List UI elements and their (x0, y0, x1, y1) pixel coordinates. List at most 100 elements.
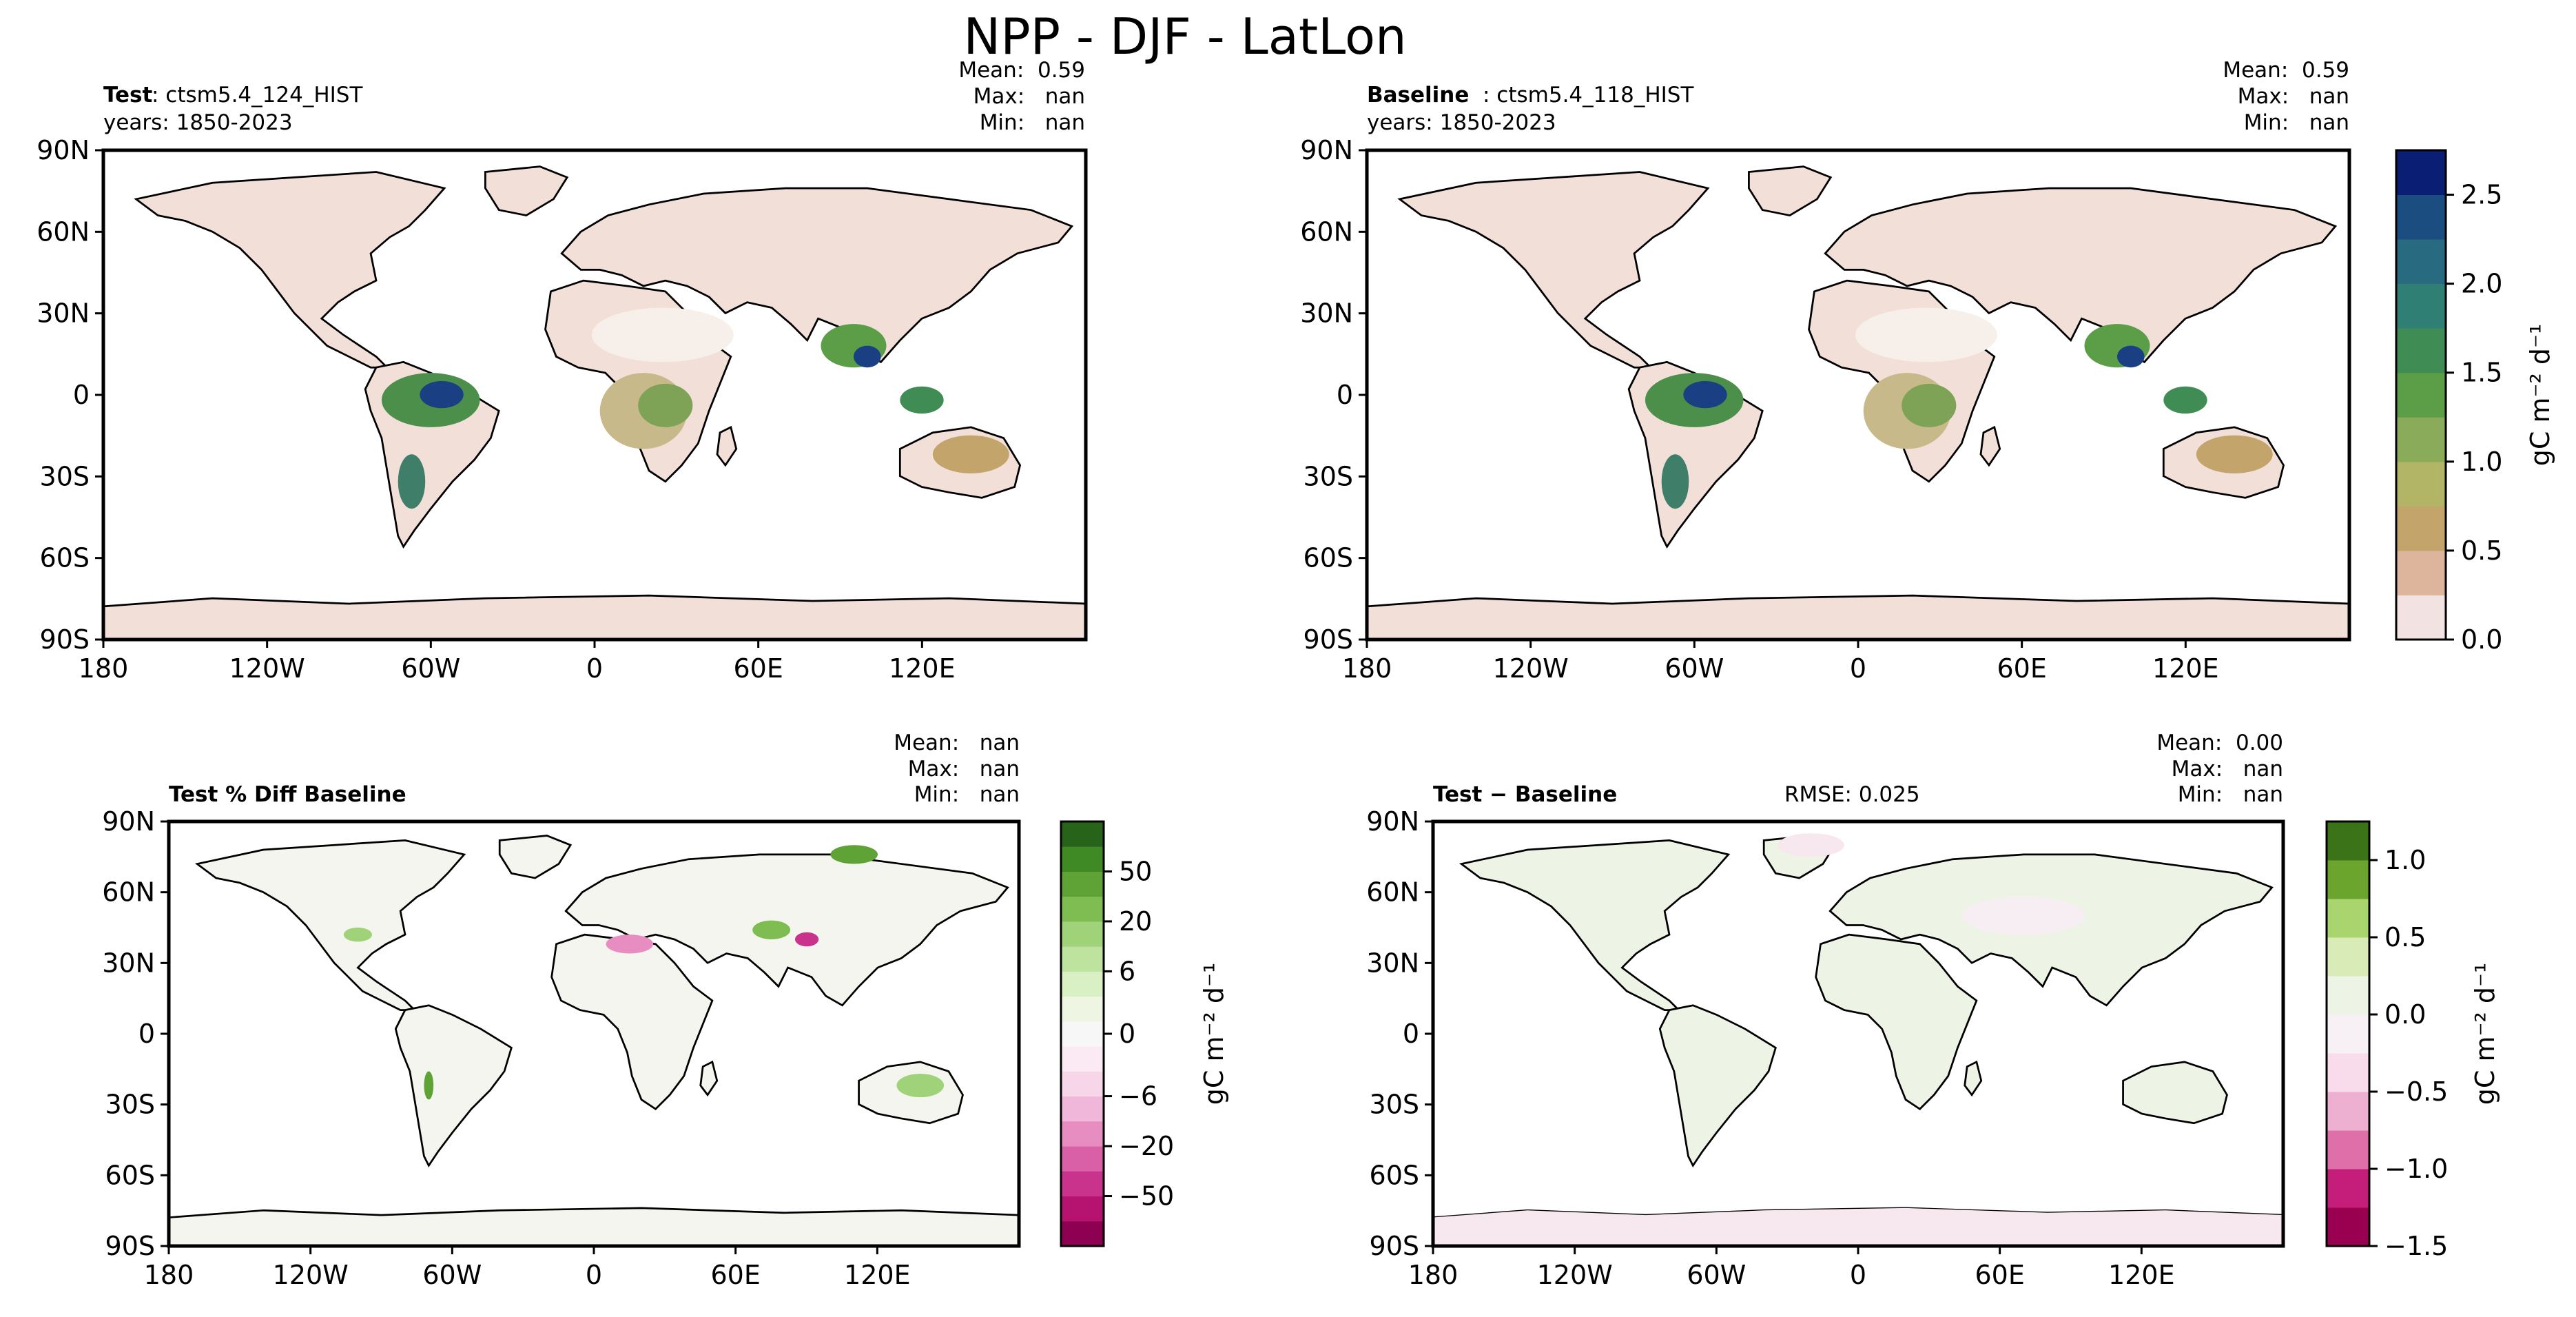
colorbar-tick-label: 6 (1119, 956, 1135, 986)
colorbar-segment (2396, 461, 2446, 507)
colorbar-segment (1061, 1071, 1104, 1097)
colorbar-segment (2396, 417, 2446, 462)
colorbar-diff: 1.0 0.5 0.0 −0.5 −1.0 −1.5 (2325, 820, 2448, 1261)
colorbar-segment (2396, 194, 2446, 240)
colorbar-tick-label: 1.0 (2384, 845, 2426, 875)
colorbar-segment (1061, 896, 1104, 922)
colorbar-segment (2396, 595, 2446, 640)
x-tick-label: 60W (1687, 1260, 1746, 1290)
colorbar-pct-diff: 50 20 6 0 −6 −20 −50 (1060, 820, 1174, 1247)
axes-ticks: 180 120W 60W 0 60E 120E 90N 60N 30N 0 30S 60S 90S 180… (37, 135, 2218, 1290)
colorbar-tick-label: 2.0 (2461, 269, 2502, 299)
colorbar-segment (2327, 1207, 2369, 1247)
y-tick-label: 60S (1304, 543, 1353, 573)
panel-test: Test : ctsm5.4_124_HIST years: 1850-2023… (101, 58, 1088, 642)
y-tick-label: 30S (105, 1090, 155, 1120)
colorbar-segment (2396, 506, 2446, 551)
colorbar-label-sequential: gC m⁻² d⁻¹ (2525, 324, 2555, 467)
x-tick-label: 60W (1665, 653, 1724, 684)
colorbar-tick-label: −0.5 (2384, 1076, 2448, 1107)
colorbar-segment (1061, 1221, 1104, 1247)
colorbar-segment (1061, 971, 1104, 997)
colorbar-tick-label: 1.5 (2461, 358, 2502, 388)
colorbar-segment (1061, 1171, 1104, 1197)
colorbar-segment (2327, 860, 2369, 899)
stat-max: Max: nan (2238, 84, 2349, 109)
colorbar-segment (1061, 1096, 1104, 1122)
x-tick-label: 120E (2152, 653, 2219, 684)
y-tick-label: 30N (37, 298, 90, 329)
colorbar-tick-label: −50 (1119, 1181, 1174, 1212)
colorbar-frame (2395, 149, 2447, 641)
map-area (102, 150, 1087, 641)
colorbar-segment (1061, 821, 1104, 847)
x-tick-label: 120W (229, 653, 305, 684)
colorbar-tick-label: 50 (1119, 856, 1152, 886)
x-tick-label: 180 (1408, 1260, 1459, 1290)
colorbar-segment (2327, 821, 2369, 861)
y-tick-label: 90N (1366, 806, 1419, 837)
panel-label-text: : ctsm5.4_124_HIST (152, 83, 363, 108)
stat-max: Max: nan (973, 84, 1085, 109)
y-tick-label: 90N (102, 806, 155, 837)
y-tick-label: 0 (73, 380, 90, 410)
colorbar-segment (1061, 846, 1104, 872)
y-tick-label: 60S (105, 1160, 155, 1190)
colorbar-segment (1061, 921, 1104, 947)
stat-min: Min: nan (2178, 782, 2283, 807)
stat-max: Max: nan (908, 757, 1020, 782)
colorbar-tick-label: 20 (1119, 906, 1152, 937)
colorbar-tick-label: 0.0 (2461, 624, 2502, 655)
y-tick-label: 60N (37, 216, 90, 247)
y-tick-label: 30N (1300, 298, 1353, 329)
x-tick-label: 120W (1537, 1260, 1613, 1290)
colorbar-tick-label: 2.5 (2461, 180, 2502, 210)
colorbar-segment (1061, 1121, 1104, 1147)
y-tick-label: 90N (37, 135, 90, 165)
stat-max: Max: nan (2172, 757, 2283, 782)
colorbar-tick-label: 0.5 (2384, 922, 2426, 952)
x-tick-label: 60W (422, 1260, 482, 1290)
x-tick-label: 120E (889, 653, 956, 684)
y-tick-label: 30S (1370, 1090, 1419, 1120)
panel-years: years: 1850-2023 (103, 110, 293, 135)
map-area (167, 821, 1021, 1247)
colorbar-segment (2327, 937, 2369, 977)
y-tick-label: 90S (40, 624, 90, 655)
x-tick-label: 60W (401, 653, 460, 684)
y-tick-label: 30S (1304, 461, 1353, 491)
x-tick-label: 60E (733, 653, 783, 684)
panel-diff: Test − Baseline RMSE: 0.025 Mean: 0.00 M… (1431, 731, 2285, 1248)
x-tick-label: 180 (144, 1260, 194, 1290)
colorbar-segment (2396, 150, 2446, 196)
x-tick-label: 120W (1493, 653, 1569, 684)
colorbar-tick-label: 0.0 (2384, 999, 2426, 1030)
x-tick-label: 120E (844, 1260, 911, 1290)
x-tick-label: 0 (586, 653, 603, 684)
rmse-label: RMSE: 0.025 (1784, 782, 1920, 807)
colorbar-segment (2327, 1169, 2369, 1208)
y-tick-label: 60N (1300, 216, 1353, 247)
colorbar-segment (2327, 899, 2369, 938)
x-tick-label: 0 (586, 1260, 602, 1290)
colorbar-segment (2396, 372, 2446, 418)
y-tick-label: 90N (1300, 135, 1353, 165)
colorbar-segment (1061, 1021, 1104, 1047)
colorbar-tick-label: 1.0 (2461, 447, 2502, 477)
y-tick-label: 90S (1304, 624, 1353, 655)
stat-mean: Mean: nan (894, 731, 1020, 755)
y-tick-label: 0 (138, 1019, 155, 1049)
stat-min: Min: nan (914, 782, 1020, 807)
map-area (1366, 150, 2351, 641)
colorbar-segment (2396, 328, 2446, 374)
x-tick-label: 0 (1850, 1260, 1866, 1290)
colorbar-segment (1061, 871, 1104, 897)
colorbar-tick-label: 0.5 (2461, 535, 2502, 566)
colorbar-segment (1061, 946, 1104, 972)
colorbar-tick-label: −6 (1119, 1081, 1157, 1112)
panel-pct-diff: Test % Diff Baseline Mean: nan Max: nan … (167, 731, 1021, 1248)
panel-label-bold: Baseline (1367, 83, 1469, 108)
y-tick-label: 0 (1337, 380, 1353, 410)
y-tick-label: 30N (1366, 948, 1419, 978)
